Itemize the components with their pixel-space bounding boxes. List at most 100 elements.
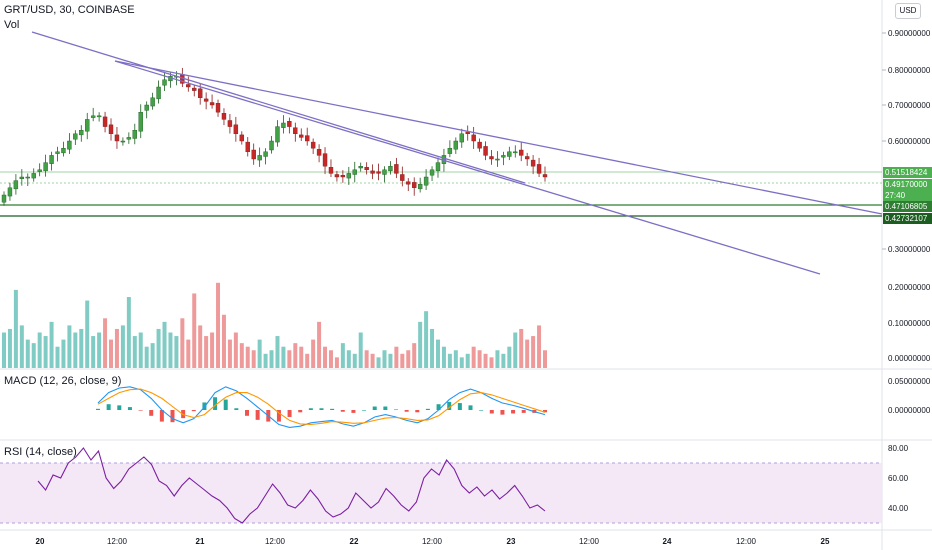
candle-body [19,176,25,179]
volume-bar [513,332,518,368]
volume-bar [114,328,119,368]
candle-body [49,155,54,164]
candle-body [7,187,13,197]
volume-bar [55,346,60,368]
candle-body [13,180,19,190]
candle-body [501,155,506,158]
volume-bar [281,346,286,368]
candle-body [406,181,411,185]
x-tick-label: 12:00 [736,537,757,546]
volume-bar [388,353,393,368]
macd-signal-line [97,388,546,426]
volume-bar [227,339,232,368]
macd-histogram-bar [191,410,196,412]
macd-legend[interactable]: MACD (12, 26, close, 9) [4,375,122,387]
candle-body [293,127,298,135]
macd-histogram-bar [383,406,388,410]
x-tick-label: 24 [663,537,672,546]
candle-body [453,140,459,150]
candle-body [251,149,256,160]
macd-histogram-bar [149,410,154,416]
y-tick-label: 0.30000000 [888,245,931,254]
macd-histogram-bar [489,410,494,414]
candle-body [519,149,524,156]
price-label-lower: 0.42732107 [883,213,932,224]
volume-bar [97,332,102,368]
candle-body [132,129,137,139]
currency-button[interactable]: USD [895,3,921,19]
rsi-legend[interactable]: RSI (14, close) [4,446,77,458]
volume-bar [334,357,339,368]
macd-histogram-bar [521,410,526,413]
candle-body [382,169,387,175]
volume-legend[interactable]: Vol [4,19,20,31]
symbol-legend[interactable]: GRT/USD, 30, COINBASE [4,4,135,16]
candle-body [90,115,96,118]
volume-bar [150,343,155,368]
candle-body [61,147,66,154]
macd-histogram-bar [372,406,377,410]
volume-bar [519,328,524,368]
volume-bar [204,336,209,368]
candle-body [429,169,435,176]
volume-bar [447,353,452,368]
volume-bar [251,350,256,368]
volume-bar [7,328,12,368]
macd-histogram-bar [106,404,111,410]
macd-histogram-bar [223,399,228,410]
candle-body [299,134,304,138]
macd-histogram-bar [245,410,249,416]
volume-bar [43,336,48,368]
candle-body [85,119,90,132]
macd-histogram-bar [394,409,398,411]
volume-bar [275,336,280,368]
volume-bar [412,343,417,368]
candle-body [322,153,328,167]
volume-bar [210,332,215,368]
volume-bar [61,339,66,368]
rsi-tick-label: 80.00 [888,444,909,453]
y-tick-label: 0.70000000 [888,101,931,110]
macd-histogram-bar [287,410,292,417]
rsi-tick-label: 60.00 [888,474,909,483]
macd-histogram-bar [96,408,100,410]
candle-body [25,176,30,179]
volume-bar [85,300,90,368]
volume-bar [144,346,149,368]
volume-bar [323,346,328,368]
candle-body [215,102,221,113]
candle-body [1,194,7,203]
volume-tick-label: 0.10000000 [888,319,931,328]
volume-bar [168,332,173,368]
macd-histogram-bar [138,410,143,411]
volume-bar [471,346,476,368]
volume-bar [31,343,36,368]
candle-body [524,156,530,160]
volume-bar [269,350,274,368]
x-tick-label: 21 [196,537,205,546]
candle-body [328,167,334,174]
macd-histogram-bar [468,405,473,410]
volume-bar [441,346,446,368]
candle-body [102,116,108,127]
macd-histogram-bar [436,404,441,410]
volume-bar [364,350,369,368]
candle-body [400,174,405,181]
macd-histogram-bar [415,410,420,413]
volume-bar [465,353,470,368]
x-tick-label: 23 [507,537,516,546]
candle-body [316,149,322,156]
macd-histogram-bar [362,410,367,411]
x-tick-label: 25 [821,537,830,546]
volume-bar [192,293,197,368]
candle-body [471,134,476,142]
volume-bar [543,350,547,368]
volume-tick-label: 0.00000000 [888,354,931,363]
macd-histogram-bar [447,401,452,410]
volume-bar [328,350,333,368]
volume-bar [435,339,440,368]
macd-histogram-bar [511,410,516,414]
volume-bar [507,346,512,368]
candle-body [257,155,262,161]
candle-body [358,165,363,169]
